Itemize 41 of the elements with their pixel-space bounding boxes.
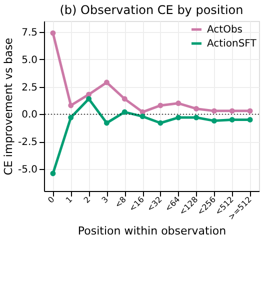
chart-title: (b) Observation CE by position [60,3,244,17]
point [176,114,182,120]
y-axis-title: CE improvement vs base [2,38,15,176]
point [158,102,164,108]
x-tick-label: <32 [145,194,164,214]
point [50,30,56,36]
x-tick-label: <16 [128,194,146,214]
x-axis-title: Position within observation [78,224,226,238]
x-tick-label: <8 [113,194,128,210]
y-tick-label: -2.5 [18,137,38,148]
x-tick-label: 2 [82,194,92,205]
point [158,120,164,126]
point [211,118,217,124]
y-tick-label: 0.0 [22,110,38,121]
x-tick-label: <64 [163,194,182,214]
point [68,102,74,108]
point [104,120,110,126]
point [247,108,253,114]
point [68,114,74,120]
point [229,108,235,114]
y-tick-label: 2.5 [22,82,38,94]
point [122,109,128,115]
point [194,114,200,120]
point [194,106,200,112]
point [247,116,253,122]
y-tick-label: 7.5 [22,27,38,38]
point [211,108,217,114]
point [229,116,235,122]
x-tick-label: 3 [100,194,110,205]
y-tick-label: -5.0 [18,164,38,176]
y-tick-label: 5.0 [22,54,38,66]
point [140,114,146,120]
legend-label: ActionSFT [207,38,258,50]
legend-label: ActObs [207,24,243,36]
point [176,100,182,106]
x-tick-label: 1 [64,194,74,205]
point [122,96,128,102]
point [104,80,110,86]
point [50,170,56,176]
point [86,96,92,102]
x-tick-label: 0 [46,194,56,205]
